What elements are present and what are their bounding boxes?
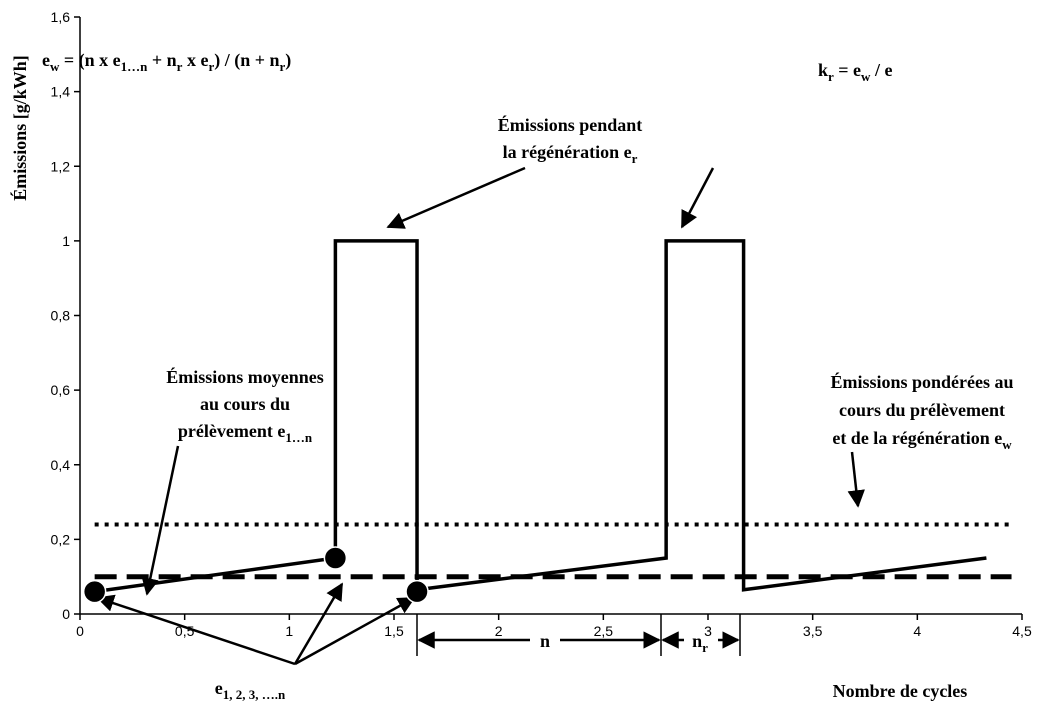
text-run: r — [828, 69, 834, 84]
text-run: w — [861, 69, 871, 84]
x-tick-label: 1 — [285, 623, 293, 639]
text-run: Émissions moyennes — [166, 366, 324, 387]
arrows — [96, 166, 865, 666]
axes — [79, 17, 1022, 615]
annotation: et de la régénération ew — [832, 428, 1012, 452]
formula: ew = (n x e1…n + nr x er) / (n + nr) — [42, 50, 291, 74]
text-run: 1…n — [285, 430, 313, 445]
arrow — [386, 166, 526, 229]
data-point — [405, 579, 429, 604]
text-run: + n — [147, 50, 176, 70]
x-tick-label: 0,5 — [175, 623, 195, 639]
arrow — [680, 167, 715, 229]
annotation: cours du prélèvement — [839, 400, 1005, 420]
text-run: n — [540, 631, 550, 651]
data-point — [82, 579, 107, 604]
x-tick-label: 1,5 — [384, 623, 404, 639]
text-run: la régénération e — [503, 142, 632, 162]
text-run: r — [632, 151, 638, 166]
text-run: e — [42, 50, 50, 70]
arrow — [294, 596, 416, 666]
text-run: r — [280, 59, 286, 74]
y-tick-label: 0,8 — [51, 308, 71, 324]
text-run: w — [1002, 437, 1012, 452]
text-run: cours du prélèvement — [839, 400, 1005, 420]
y-tick-label: 0,2 — [51, 531, 71, 547]
text-run: Émissions pendant — [498, 114, 643, 135]
text-run: k — [818, 60, 828, 80]
annotation: n — [540, 631, 550, 651]
y-tick-label: 0,4 — [51, 457, 71, 473]
text-run: 1…n — [121, 59, 149, 74]
arrow — [293, 582, 344, 665]
series-line — [94, 239, 987, 594]
annotation: nr — [692, 631, 708, 655]
annotation: la régénération er — [503, 142, 638, 166]
text-run: n — [692, 631, 702, 651]
text-run: 1, 2, 3, ….n — [223, 687, 286, 702]
text-run: w — [50, 59, 60, 74]
text-run: / e — [870, 60, 892, 80]
y-axis-label: Émissions [g/kWh] — [9, 55, 30, 201]
x-tick-label: 4,5 — [1012, 623, 1032, 639]
text-run: e — [215, 678, 223, 698]
x-tick-label: 3,5 — [803, 623, 823, 639]
annotation: Émissions pendant — [498, 114, 643, 135]
annotation: au cours du — [200, 394, 290, 414]
text-run: au cours du — [200, 394, 290, 414]
text-run: ) / (n + n — [214, 50, 279, 71]
text-run: r — [177, 59, 183, 74]
y-tick-label: 0 — [62, 606, 70, 622]
x-tick-label: 4 — [913, 623, 921, 639]
text-run: prélèvement e — [178, 421, 285, 441]
formula: kr = ew / e — [818, 60, 892, 84]
text-run: ) — [285, 50, 291, 71]
text-run: r — [702, 640, 708, 655]
arrow — [96, 594, 296, 666]
annotation: e1, 2, 3, ….n — [215, 678, 286, 702]
x-tick-label: 2,5 — [594, 623, 614, 639]
data-point — [323, 546, 348, 570]
x-tick-label: 0 — [76, 623, 84, 639]
arrow — [847, 451, 865, 508]
text-run: x e — [182, 50, 208, 70]
y-tick-label: 1 — [62, 233, 70, 249]
y-tick-label: 1,4 — [51, 84, 71, 100]
text-run: = (n x e — [59, 50, 120, 71]
y-tick-label: 1,6 — [51, 9, 71, 25]
text-run: et de la régénération e — [832, 428, 1002, 448]
text-run: r — [208, 59, 214, 74]
x-axis-label: Nombre de cycles — [833, 681, 968, 701]
y-tick-label: 0,6 — [51, 382, 71, 398]
y-tick-label: 1,2 — [51, 158, 71, 174]
text-run: = e — [834, 60, 861, 80]
x-tick-label: 2 — [495, 623, 503, 639]
annotation: Émissions pondérées au — [830, 371, 1013, 392]
arrow — [141, 445, 180, 596]
text-run: Émissions pondérées au — [830, 371, 1013, 392]
x-tick-label: 3 — [704, 623, 712, 639]
annotation: Émissions moyennes — [166, 366, 324, 387]
annotation: prélèvement e1…n — [178, 421, 313, 445]
